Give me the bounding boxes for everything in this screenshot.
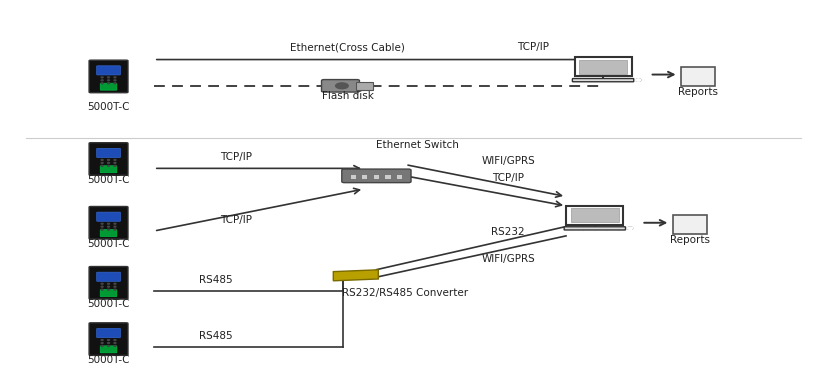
Circle shape	[108, 80, 109, 81]
FancyBboxPatch shape	[97, 212, 121, 221]
FancyBboxPatch shape	[97, 66, 121, 75]
Circle shape	[101, 165, 103, 166]
FancyBboxPatch shape	[361, 174, 367, 179]
Text: RS485: RS485	[198, 275, 232, 285]
Circle shape	[114, 286, 116, 287]
Text: 5000T-C: 5000T-C	[88, 299, 130, 309]
Circle shape	[108, 77, 109, 78]
FancyBboxPatch shape	[100, 83, 117, 90]
FancyBboxPatch shape	[89, 266, 128, 299]
Text: Reports: Reports	[670, 235, 710, 245]
FancyBboxPatch shape	[681, 67, 715, 86]
FancyBboxPatch shape	[575, 57, 632, 76]
Circle shape	[114, 283, 116, 284]
Circle shape	[101, 339, 103, 341]
FancyBboxPatch shape	[350, 174, 356, 179]
Text: Flash disk: Flash disk	[322, 91, 374, 101]
FancyBboxPatch shape	[564, 227, 625, 230]
Text: RS485: RS485	[198, 331, 232, 341]
Circle shape	[108, 286, 109, 287]
Circle shape	[108, 226, 109, 227]
Circle shape	[108, 283, 109, 284]
Text: TCP/IP: TCP/IP	[517, 42, 549, 52]
FancyBboxPatch shape	[89, 206, 128, 239]
Circle shape	[108, 342, 109, 344]
FancyBboxPatch shape	[373, 174, 379, 179]
Circle shape	[108, 223, 109, 224]
Circle shape	[114, 345, 116, 346]
FancyBboxPatch shape	[89, 60, 128, 93]
Circle shape	[108, 229, 109, 230]
FancyBboxPatch shape	[89, 323, 128, 355]
Circle shape	[101, 289, 103, 290]
Circle shape	[336, 83, 348, 89]
Circle shape	[101, 286, 103, 287]
FancyBboxPatch shape	[97, 328, 121, 338]
FancyBboxPatch shape	[672, 215, 706, 234]
Text: 5000T-C: 5000T-C	[88, 102, 130, 112]
FancyBboxPatch shape	[572, 79, 633, 82]
Text: 5000T-C: 5000T-C	[88, 355, 130, 366]
Circle shape	[101, 342, 103, 344]
Text: Reports: Reports	[678, 87, 718, 97]
Circle shape	[108, 345, 109, 346]
FancyBboxPatch shape	[100, 229, 117, 237]
Circle shape	[101, 83, 103, 84]
Circle shape	[101, 77, 103, 78]
FancyBboxPatch shape	[89, 143, 128, 175]
Circle shape	[114, 339, 116, 341]
Circle shape	[101, 226, 103, 227]
Circle shape	[114, 77, 116, 78]
Text: Ethernet(Cross Cable): Ethernet(Cross Cable)	[290, 42, 405, 52]
FancyBboxPatch shape	[100, 290, 117, 296]
Circle shape	[114, 165, 116, 166]
FancyBboxPatch shape	[100, 166, 117, 173]
FancyBboxPatch shape	[356, 82, 372, 90]
Circle shape	[101, 283, 103, 284]
Text: TCP/IP: TCP/IP	[492, 173, 524, 183]
FancyBboxPatch shape	[342, 169, 411, 183]
FancyBboxPatch shape	[100, 346, 117, 353]
Circle shape	[114, 226, 116, 227]
Text: 5000T-C: 5000T-C	[88, 175, 130, 185]
Text: WIFI/GPRS: WIFI/GPRS	[481, 156, 535, 166]
Circle shape	[108, 289, 109, 290]
Circle shape	[114, 229, 116, 230]
Circle shape	[108, 339, 109, 341]
Text: WIFI/GPRS: WIFI/GPRS	[481, 254, 535, 264]
Circle shape	[114, 80, 116, 81]
Circle shape	[108, 83, 109, 84]
Circle shape	[101, 80, 103, 81]
Circle shape	[114, 342, 116, 344]
Circle shape	[114, 223, 116, 224]
FancyBboxPatch shape	[385, 174, 390, 179]
FancyBboxPatch shape	[322, 80, 360, 92]
Circle shape	[101, 345, 103, 346]
Circle shape	[628, 227, 633, 229]
Text: Ethernet Switch: Ethernet Switch	[376, 139, 459, 150]
Circle shape	[114, 83, 116, 84]
Text: TCP/IP: TCP/IP	[220, 215, 252, 225]
Circle shape	[101, 229, 103, 230]
Circle shape	[108, 165, 109, 166]
FancyBboxPatch shape	[571, 208, 619, 222]
Circle shape	[101, 223, 103, 224]
Polygon shape	[333, 270, 378, 281]
FancyBboxPatch shape	[396, 174, 402, 179]
FancyBboxPatch shape	[97, 272, 121, 281]
Circle shape	[114, 289, 116, 290]
FancyBboxPatch shape	[579, 60, 627, 74]
FancyBboxPatch shape	[566, 206, 624, 225]
FancyBboxPatch shape	[97, 148, 121, 158]
Text: TCP/IP: TCP/IP	[220, 152, 252, 162]
Circle shape	[636, 79, 641, 81]
Text: RS232/RS485 Converter: RS232/RS485 Converter	[342, 288, 468, 299]
Text: RS232: RS232	[491, 227, 525, 237]
Text: 5000T-C: 5000T-C	[88, 239, 130, 249]
